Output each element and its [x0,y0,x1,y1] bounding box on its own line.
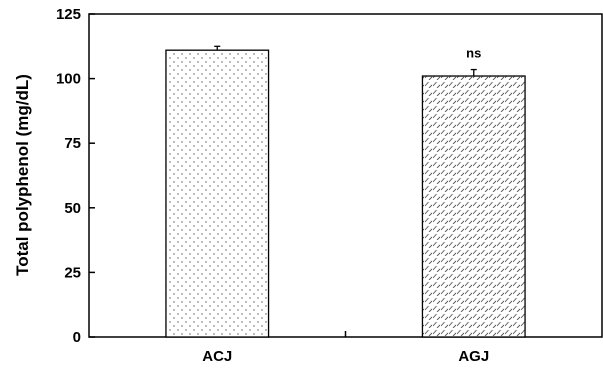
y-tick-label-0: 0 [73,329,81,346]
y-tick-label-125: 125 [56,6,81,23]
bars: ns [165,46,526,338]
y-tick-label-75: 75 [64,135,81,152]
x-axis: ACJ AGJ [202,331,489,365]
y-tick-label-25: 25 [64,264,81,281]
y-tick-label-50: 50 [64,200,81,217]
bar-acj [165,49,270,338]
bar-agj [421,75,526,338]
y-axis-title: Total polyphenol (mg/dL) [13,74,32,276]
x-tick-label-acj: ACJ [202,348,232,365]
x-tick-label-agj: AGJ [458,348,489,365]
y-tick-label-100: 100 [56,71,81,88]
annotation-ns: ns [466,46,481,61]
y-axis: 0 25 50 75 100 125 [56,6,95,346]
